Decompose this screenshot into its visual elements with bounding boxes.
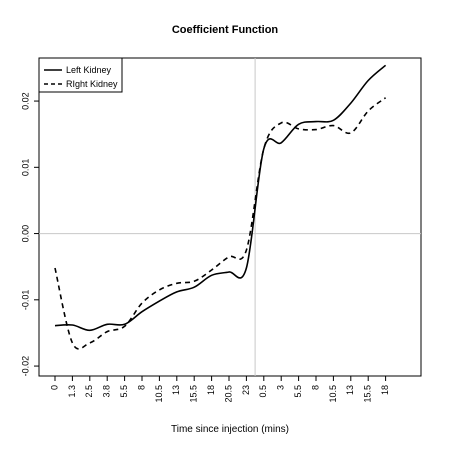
y-axis: -0.02 -0.01 0.00 0.01 0.02 — [20, 92, 39, 376]
y-tick-label: -0.02 — [20, 356, 30, 377]
x-tick-label: 10.5 — [328, 385, 338, 403]
x-tick-label: 5.5 — [293, 385, 303, 398]
x-tick-label: 8 — [136, 385, 146, 390]
x-tick-label: 10.5 — [154, 385, 164, 403]
y-tick-label: -0.01 — [20, 290, 30, 311]
x-axis-label: Time since injection (mins) — [171, 424, 289, 435]
y-tick-label: 0.02 — [20, 92, 30, 110]
x-tick-label: 0 — [49, 385, 59, 390]
legend-label-right-kidney: RIght Kidney — [66, 79, 118, 89]
x-tick-label: 3.8 — [102, 385, 112, 398]
legend-label-left-kidney: Left Kidney — [66, 65, 112, 75]
x-tick-label: 18 — [380, 385, 390, 395]
x-tick-label: 3 — [276, 385, 286, 390]
x-tick-label: 0.5 — [258, 385, 268, 398]
legend: Left Kidney RIght Kidney — [38, 57, 123, 93]
plot-frame — [38, 57, 422, 377]
series-layer — [54, 64, 387, 350]
x-tick-label: 2.5 — [84, 385, 94, 398]
reference-lines — [39, 58, 421, 376]
series-line-right-kidney — [54, 97, 387, 350]
y-tick-label: 0.01 — [20, 159, 30, 177]
x-tick-label: 1.3 — [67, 385, 77, 398]
x-tick-label: 8 — [310, 385, 320, 390]
x-tick-label: 23 — [241, 385, 251, 395]
x-tick-label: 13 — [345, 385, 355, 395]
x-tick-label: 5.5 — [119, 385, 129, 398]
x-tick-label: 20.5 — [223, 385, 233, 403]
y-tick-label: 0.00 — [20, 225, 30, 243]
x-tick-label: 13 — [171, 385, 181, 395]
series-line-left-kidney — [54, 64, 387, 332]
legend-box — [38, 57, 123, 93]
chart-title: Coefficient Function — [172, 24, 279, 36]
x-tick-label: 18 — [206, 385, 216, 395]
x-axis: 0 1.3 2.5 3.8 5.5 8 10.5 13 15.5 18 20.5 23 0.5 3 5.5 8… — [49, 376, 390, 403]
x-tick-label: 15.5 — [363, 385, 373, 403]
x-tick-label: 15.5 — [189, 385, 199, 403]
